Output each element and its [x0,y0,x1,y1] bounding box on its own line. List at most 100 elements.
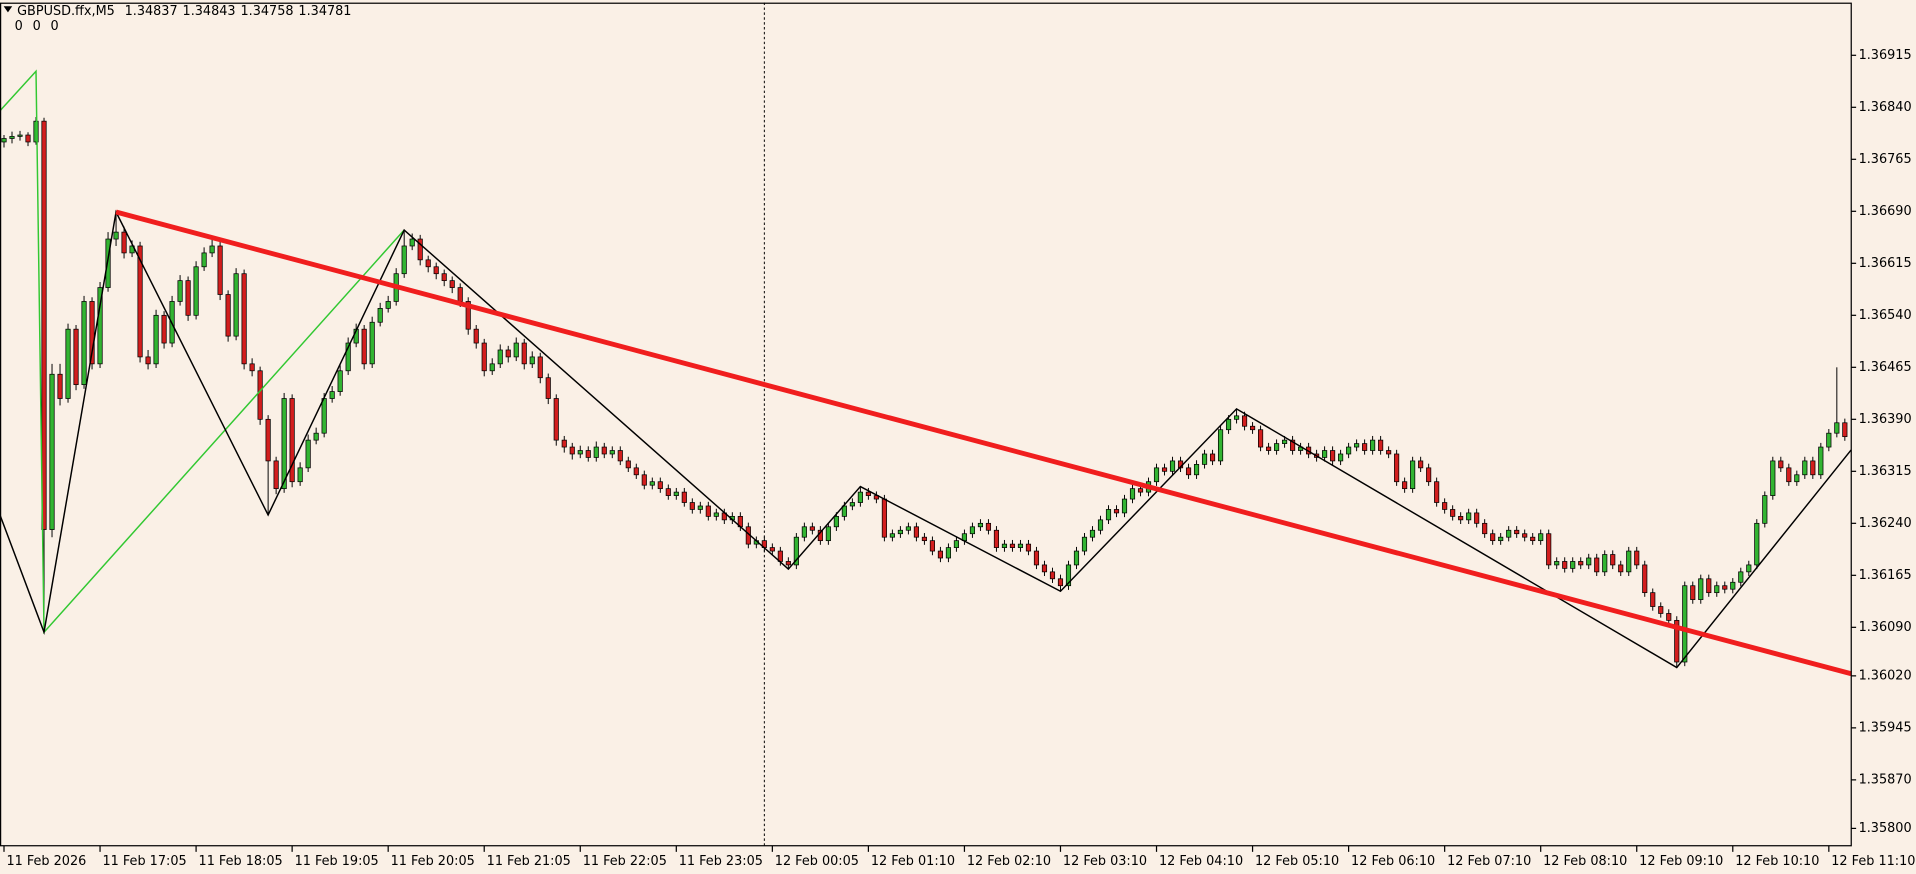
candle-body [369,321,375,365]
candle-body [1730,581,1736,590]
candle-body [1570,561,1576,569]
candle-body [177,280,183,302]
candle-body [481,342,487,372]
candle-body [1418,460,1424,469]
indicator-line [115,209,1852,677]
candle-body [785,561,791,566]
candle-body [313,432,319,441]
candle-body [985,522,992,531]
candle-body [1642,564,1648,594]
y-tick-label: 1.36465 [1859,360,1912,375]
candle-body [1602,554,1608,573]
candle-body [17,134,23,137]
y-tick-label: 1.36540 [1859,308,1912,323]
candle-body [409,238,415,247]
x-tick-label: 12 Feb 04:10 [1159,854,1243,869]
x-tick-label: 11 Feb 20:05 [391,854,475,869]
candle-body [1105,509,1112,521]
candle-body [521,342,527,365]
candle-body [1009,543,1016,548]
candle-body [329,391,335,399]
candle-body [641,474,647,486]
candle-body [1033,550,1040,566]
candle-body [497,349,503,365]
candle-body [1842,422,1848,438]
candle-body [1402,481,1408,490]
candle-body [1474,512,1480,524]
candle-body [1434,481,1440,503]
x-tick-label: 11 Feb 18:05 [199,854,283,869]
candle-body [577,450,583,455]
candle-body [897,529,903,535]
candle-body [137,245,143,358]
x-tick-label: 12 Feb 01:10 [871,854,955,869]
candle-body [113,231,119,240]
indicator-line [0,209,1852,669]
candle-body [1266,446,1272,451]
candle-body [1258,429,1264,448]
candle-body [193,266,199,316]
x-tick-label: 12 Feb 05:10 [1255,854,1339,869]
candle-body [1161,467,1168,472]
candle-body [1442,502,1448,510]
candle-body [1217,429,1224,462]
y-tick-label: 1.36915 [1859,48,1912,63]
candle-body [825,526,831,542]
candle-body [1458,516,1464,521]
candle-body [377,308,383,323]
candle-body [201,252,207,268]
candle-body [569,446,575,455]
quote-open: 1.34837 [125,4,178,19]
candle-body [913,526,919,538]
candle-body [513,342,519,358]
candle-body [1274,443,1280,451]
candle-body [905,526,911,531]
candle-body [233,273,239,337]
y-tick-label: 1.36020 [1859,668,1912,683]
y-tick-label: 1.36165 [1859,568,1912,583]
candle-body [1482,522,1488,535]
candle-body [1514,529,1520,535]
candle-body [881,498,887,538]
candle-body [97,287,103,365]
candle-body [689,502,695,510]
candle-body [1001,543,1008,548]
candle-body [321,398,327,434]
candle-body [265,418,271,462]
x-tick-label: 12 Feb 06:10 [1351,854,1435,869]
candle-body [1225,418,1232,431]
candle-body [1810,460,1816,476]
candle-body [593,446,599,458]
quote-close: 1.34781 [298,4,351,19]
candle-body [73,328,79,386]
candle-body [1746,564,1752,573]
candle-body [145,356,151,365]
candle-body [1674,620,1680,663]
candle-body [1065,564,1072,587]
candle-body [1546,533,1552,566]
candle-body [65,328,71,399]
candle-body [1017,543,1024,548]
candle-body [57,373,63,399]
candle-body [441,273,447,282]
candle-body [801,526,807,538]
candle-body [681,491,687,503]
candle-body [1097,519,1104,531]
candle-body [1722,585,1728,590]
candle-body [1394,453,1400,483]
candle-body [1129,488,1136,500]
candle-body [345,342,351,372]
indicator-value: 0 [51,18,59,33]
candle-body [1578,561,1584,566]
candle-body [537,356,543,379]
candle-body [1386,450,1392,455]
candle-body [553,398,559,441]
candle-body [417,238,423,261]
candle-body [1634,550,1640,566]
candle-body [1233,415,1240,420]
candle-body [1786,467,1792,483]
y-tick-label: 1.36390 [1859,412,1912,427]
candle-body [833,516,839,528]
candle-body [1209,453,1216,462]
